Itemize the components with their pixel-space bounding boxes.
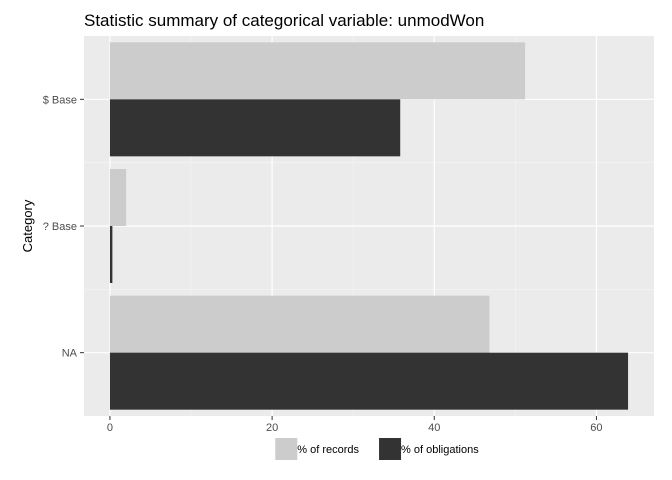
- bar: [109, 226, 113, 283]
- x-tick-label: 60: [590, 422, 602, 434]
- y-axis: $ Base ? Base NA: [43, 94, 84, 360]
- legend-swatch: [275, 438, 298, 460]
- y-tick-label: NA: [62, 348, 78, 360]
- legend-label: % of records: [297, 444, 359, 456]
- legend-label: % of obligations: [401, 444, 479, 456]
- y-tick-label: $ Base: [43, 94, 77, 106]
- bar: [109, 99, 401, 157]
- legend: % of records % of obligations: [275, 438, 479, 460]
- chart-title: Statistic summary of categorical variabl…: [84, 11, 484, 30]
- x-tick-label: 20: [266, 422, 278, 434]
- bar: [109, 295, 490, 353]
- x-tick-label: 40: [428, 422, 440, 434]
- bar: [109, 352, 629, 410]
- bar: [109, 42, 526, 100]
- x-tick-label: 0: [107, 422, 113, 434]
- bars: [109, 42, 629, 410]
- y-axis-title: Category: [20, 199, 35, 252]
- x-axis: 0 20 40 60: [107, 416, 603, 434]
- bar: [109, 169, 127, 226]
- legend-swatch: [379, 438, 402, 460]
- y-tick-label: ? Base: [43, 221, 77, 233]
